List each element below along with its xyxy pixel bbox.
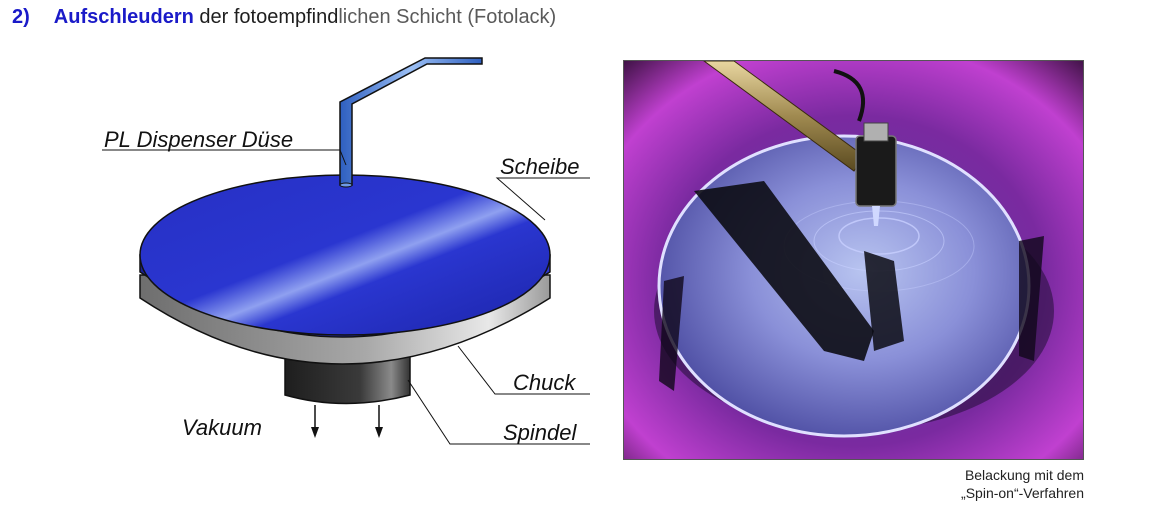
label-spindle: Spindel (503, 420, 578, 445)
section-heading: 2) Aufschleudern der fotoempfindlichen Sc… (12, 6, 556, 29)
vacuum-arrows (311, 405, 383, 438)
caption-line-1: Belackung mit dem (964, 467, 1084, 483)
wafer (139, 174, 551, 338)
heading-text-dark: der fotoempfind (193, 6, 339, 28)
spin-coating-diagram: PL Dispenser Düse Scheibe Chuck Vakuum S… (102, 57, 590, 445)
label-wafer: Scheibe (500, 154, 580, 179)
label-chuck: Chuck (513, 370, 576, 395)
label-dispenser: PL Dispenser Düse (104, 127, 293, 152)
dispenser-nozzle (339, 57, 483, 188)
heading-keyword: Aufschleudern (53, 6, 194, 28)
leader-lines (102, 149, 590, 445)
spin-coating-photo (623, 60, 1084, 460)
photo-illustration (624, 61, 1083, 459)
caption-line-2: „Spin-on“-Verfahren (961, 485, 1084, 501)
heading-text-light: lichen Schicht (Fotolack) (338, 6, 557, 28)
label-vacuum: Vakuum (182, 415, 262, 440)
photo-caption: Belackung mit dem „Spin-on“-Verfahren (961, 466, 1084, 502)
section-number: 2) (12, 6, 30, 28)
